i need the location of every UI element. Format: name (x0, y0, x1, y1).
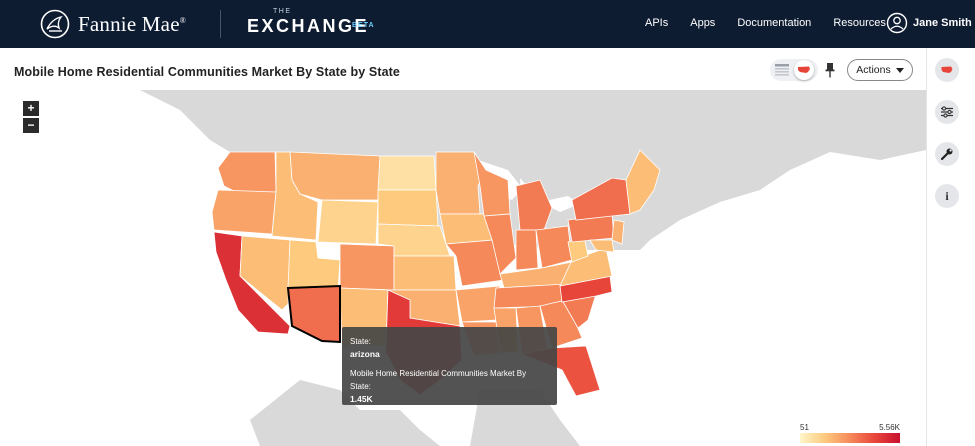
beta-badge: BETA (352, 22, 375, 29)
state-washington[interactable] (217, 151, 277, 195)
wrench-icon (940, 148, 953, 161)
nav-links: APIs Apps Documentation Resources (645, 17, 908, 29)
fannie-mae-logo-icon (40, 9, 70, 39)
state-indiana[interactable] (515, 229, 539, 271)
state-colorado[interactable] (339, 243, 395, 291)
state-iowa[interactable] (439, 213, 493, 245)
tooltip-state-label: State: (350, 337, 371, 346)
view-toggle[interactable] (770, 59, 818, 81)
state-ohio[interactable] (535, 225, 573, 269)
legend-min-label: 51 (800, 423, 809, 432)
state-virginia[interactable] (559, 247, 613, 287)
state-wyoming[interactable] (317, 199, 379, 245)
state-new-england[interactable] (625, 149, 661, 215)
state-nevada[interactable] (239, 235, 291, 311)
state-new-jersey[interactable] (611, 219, 625, 245)
product-name: EXCHANGE (247, 16, 370, 36)
color-legend: 51 5.56K (800, 423, 900, 443)
table-icon[interactable] (775, 64, 789, 76)
zoom-controls: + − (23, 101, 39, 135)
state-missouri[interactable] (445, 239, 505, 287)
product-prefix: THE (273, 8, 292, 15)
us-map-icon (941, 66, 953, 73)
state-michigan[interactable] (515, 179, 553, 231)
state-arkansas[interactable] (455, 285, 501, 323)
state-arizona[interactable] (286, 284, 341, 344)
state-south-dakota[interactable] (377, 189, 439, 227)
tooltip-state-value: arizona (350, 349, 380, 359)
exchange-product-logo[interactable]: THE EXCHANGE BETA (247, 8, 387, 42)
state-oregon[interactable] (211, 189, 277, 235)
legend-max-label: 5.56K (879, 423, 900, 432)
sliders-icon (941, 106, 953, 118)
brand-name: Fannie Mae® (78, 11, 187, 36)
page-title: Mobile Home Residential Communities Mark… (14, 65, 400, 79)
legend-color-scale (800, 433, 900, 443)
state-kansas[interactable] (393, 255, 457, 291)
user-circle-icon (886, 12, 908, 34)
right-toolbar: i (926, 48, 975, 446)
info-icon: i (945, 188, 949, 203)
state-montana[interactable] (289, 151, 381, 201)
user-menu[interactable]: Jane Smith (886, 12, 972, 34)
map-view-toolbar-button[interactable] (935, 58, 959, 82)
state-maryland[interactable] (589, 239, 615, 253)
filters-button[interactable] (935, 100, 959, 124)
zoom-in-button[interactable]: + (23, 101, 39, 116)
caret-down-icon (895, 67, 904, 73)
nav-divider (220, 10, 221, 38)
nav-link-apis[interactable]: APIs (645, 17, 669, 29)
map-view-button[interactable] (794, 60, 814, 80)
info-button[interactable]: i (935, 184, 959, 208)
user-name: Jane Smith (913, 17, 972, 29)
us-map-icon (798, 66, 810, 73)
zoom-out-button[interactable]: − (23, 118, 39, 133)
state-north-dakota[interactable] (377, 155, 437, 191)
fannie-mae-logo[interactable]: Fannie Mae® (40, 9, 186, 39)
state-illinois[interactable] (483, 213, 517, 275)
nav-link-apps[interactable]: Apps (690, 17, 716, 29)
settings-button[interactable] (935, 142, 959, 166)
state-shapes[interactable] (211, 149, 661, 397)
nav-link-resources[interactable]: Resources (833, 17, 886, 29)
tooltip-metric-label: Mobile Home Residential Communities Mark… (350, 369, 527, 391)
top-navigation-bar: Fannie Mae® THE EXCHANGE BETA APIs Apps … (0, 0, 975, 48)
map-tooltip: State: arizona Mobile Home Residential C… (342, 327, 557, 405)
tooltip-metric-value: 1.45K (350, 394, 373, 404)
pin-icon[interactable] (824, 62, 836, 78)
choropleth-map[interactable] (0, 90, 926, 446)
nav-link-documentation[interactable]: Documentation (737, 17, 812, 29)
state-utah[interactable] (287, 239, 341, 291)
actions-dropdown-button[interactable]: Actions (847, 59, 913, 81)
actions-label: Actions (856, 64, 891, 76)
